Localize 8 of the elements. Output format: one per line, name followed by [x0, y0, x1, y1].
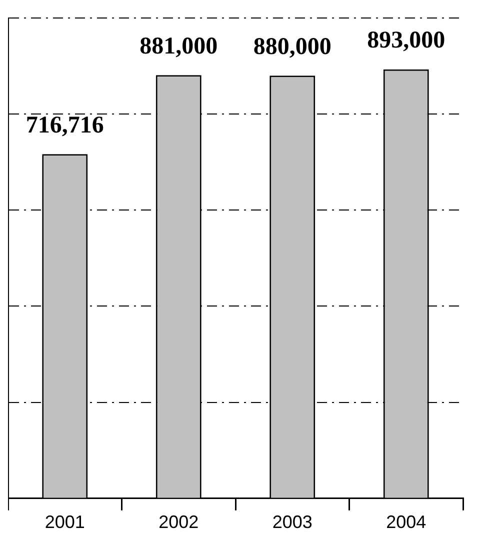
- data-label: 893,000: [367, 28, 446, 54]
- x-tick-label: 2002: [158, 512, 199, 532]
- data-label: 880,000: [253, 34, 332, 60]
- x-tick-label: 2001: [44, 512, 85, 532]
- data-label: 716,716: [26, 112, 104, 138]
- x-tick-label: 2003: [272, 512, 312, 532]
- x-tick-label: 2004: [386, 512, 426, 532]
- data-label: 881,000: [140, 33, 218, 60]
